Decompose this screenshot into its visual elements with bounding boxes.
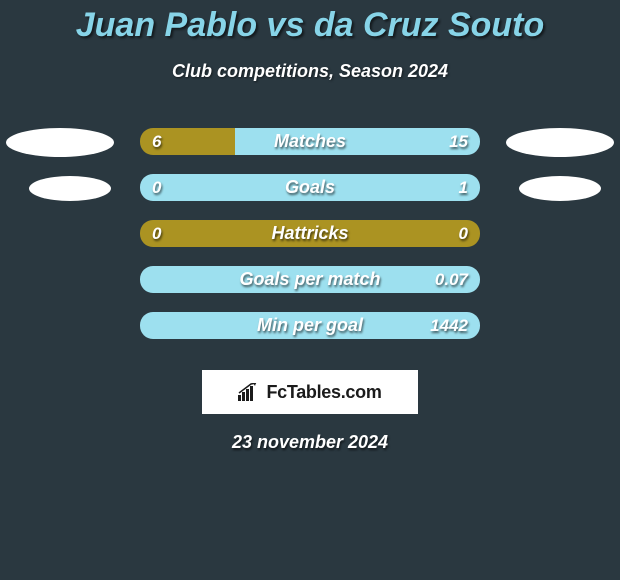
stat-value-right: 1 [459, 174, 468, 201]
stat-value-right: 15 [449, 128, 468, 155]
stat-value-right: 0.07 [435, 266, 468, 293]
brand-badge: FcTables.com [202, 370, 418, 414]
stat-label: Goals per match [140, 266, 480, 293]
stat-label: Hattricks [140, 220, 480, 247]
date-text: 23 november 2024 [0, 432, 620, 453]
stat-row: Matches6 15 [0, 122, 620, 168]
stat-value-left: 0 [152, 174, 161, 201]
stat-row: Goals per match0.07 [0, 260, 620, 306]
player-badge-left [6, 128, 114, 157]
stat-value-right: 1442 [430, 312, 468, 339]
brand-text: FcTables.com [266, 382, 381, 403]
page-subtitle: Club competitions, Season 2024 [0, 61, 620, 82]
stat-label: Goals [140, 174, 480, 201]
page-title: Juan Pablo vs da Cruz Souto [0, 0, 620, 45]
stats-container: Matches615Goals01Hattricks00Goals per ma… [0, 122, 620, 352]
chart-icon [238, 383, 260, 401]
stat-label: Matches [140, 128, 480, 155]
player-badge-right [519, 176, 601, 201]
player-badge-left [29, 176, 111, 201]
stat-value-left: 0 [152, 220, 161, 247]
stat-label: Min per goal [140, 312, 480, 339]
stat-value-left: 6 [152, 128, 161, 155]
stat-row: Hattricks0 0 [0, 214, 620, 260]
player-badge-right [506, 128, 614, 157]
stat-value-right: 0 [459, 220, 468, 247]
stat-row: Min per goal1442 [0, 306, 620, 352]
stat-row: Goals0 1 [0, 168, 620, 214]
